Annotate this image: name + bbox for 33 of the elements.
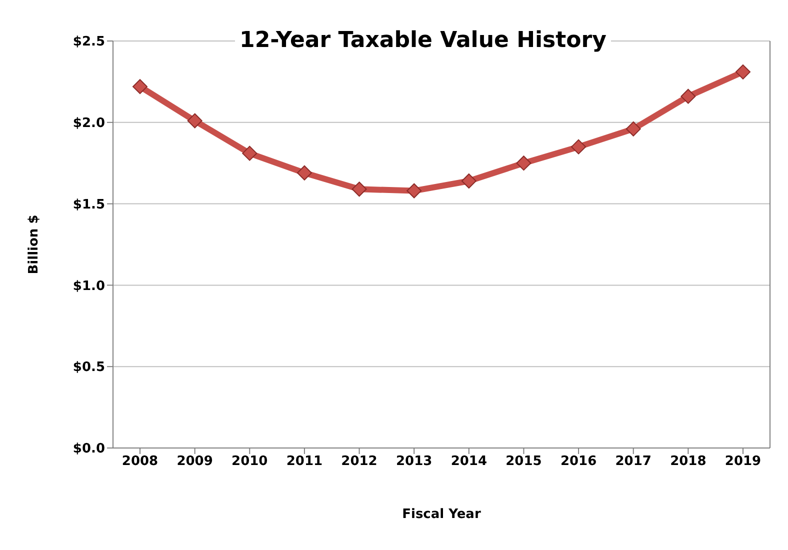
point xyxy=(680,88,696,104)
y-tick-label: $1.5 xyxy=(72,197,105,212)
x-tick-label: 2014 xyxy=(450,454,488,470)
point xyxy=(571,139,586,154)
point xyxy=(461,174,476,189)
x-tick-label: 2008 xyxy=(122,454,158,470)
point xyxy=(242,146,258,161)
x-tick-label: 2011 xyxy=(286,454,323,470)
y-tick-label: $0.0 xyxy=(72,442,105,457)
x-tick-label: 2016 xyxy=(560,454,597,470)
x-tick-label: 2019 xyxy=(724,454,762,470)
point xyxy=(406,183,422,198)
y-tick-label: $2.0 xyxy=(72,116,105,132)
y-axis-title: Billion $ xyxy=(26,214,42,274)
x-tick-label: 2018 xyxy=(670,454,706,470)
point xyxy=(736,64,750,80)
y-tick-label: $0.5 xyxy=(72,360,105,376)
point xyxy=(626,121,641,136)
point xyxy=(132,79,148,94)
point xyxy=(516,156,532,171)
point xyxy=(352,182,367,197)
x-tick-label: 2009 xyxy=(176,454,213,470)
chart-title: 12-Year Taxable Value History xyxy=(234,28,612,53)
y-tick-label: $2.5 xyxy=(72,34,105,50)
x-tick-label: 2012 xyxy=(341,454,378,470)
point xyxy=(187,113,202,128)
x-tick-label: 2010 xyxy=(232,454,268,470)
x-tick-label: 2015 xyxy=(506,454,542,470)
point xyxy=(296,165,312,180)
y-tick-label: $1.0 xyxy=(72,278,105,294)
x-tick-label: 2013 xyxy=(396,454,432,470)
x-axis-title: Fiscal Year xyxy=(402,507,482,522)
x-tick-label: 2017 xyxy=(615,454,652,470)
